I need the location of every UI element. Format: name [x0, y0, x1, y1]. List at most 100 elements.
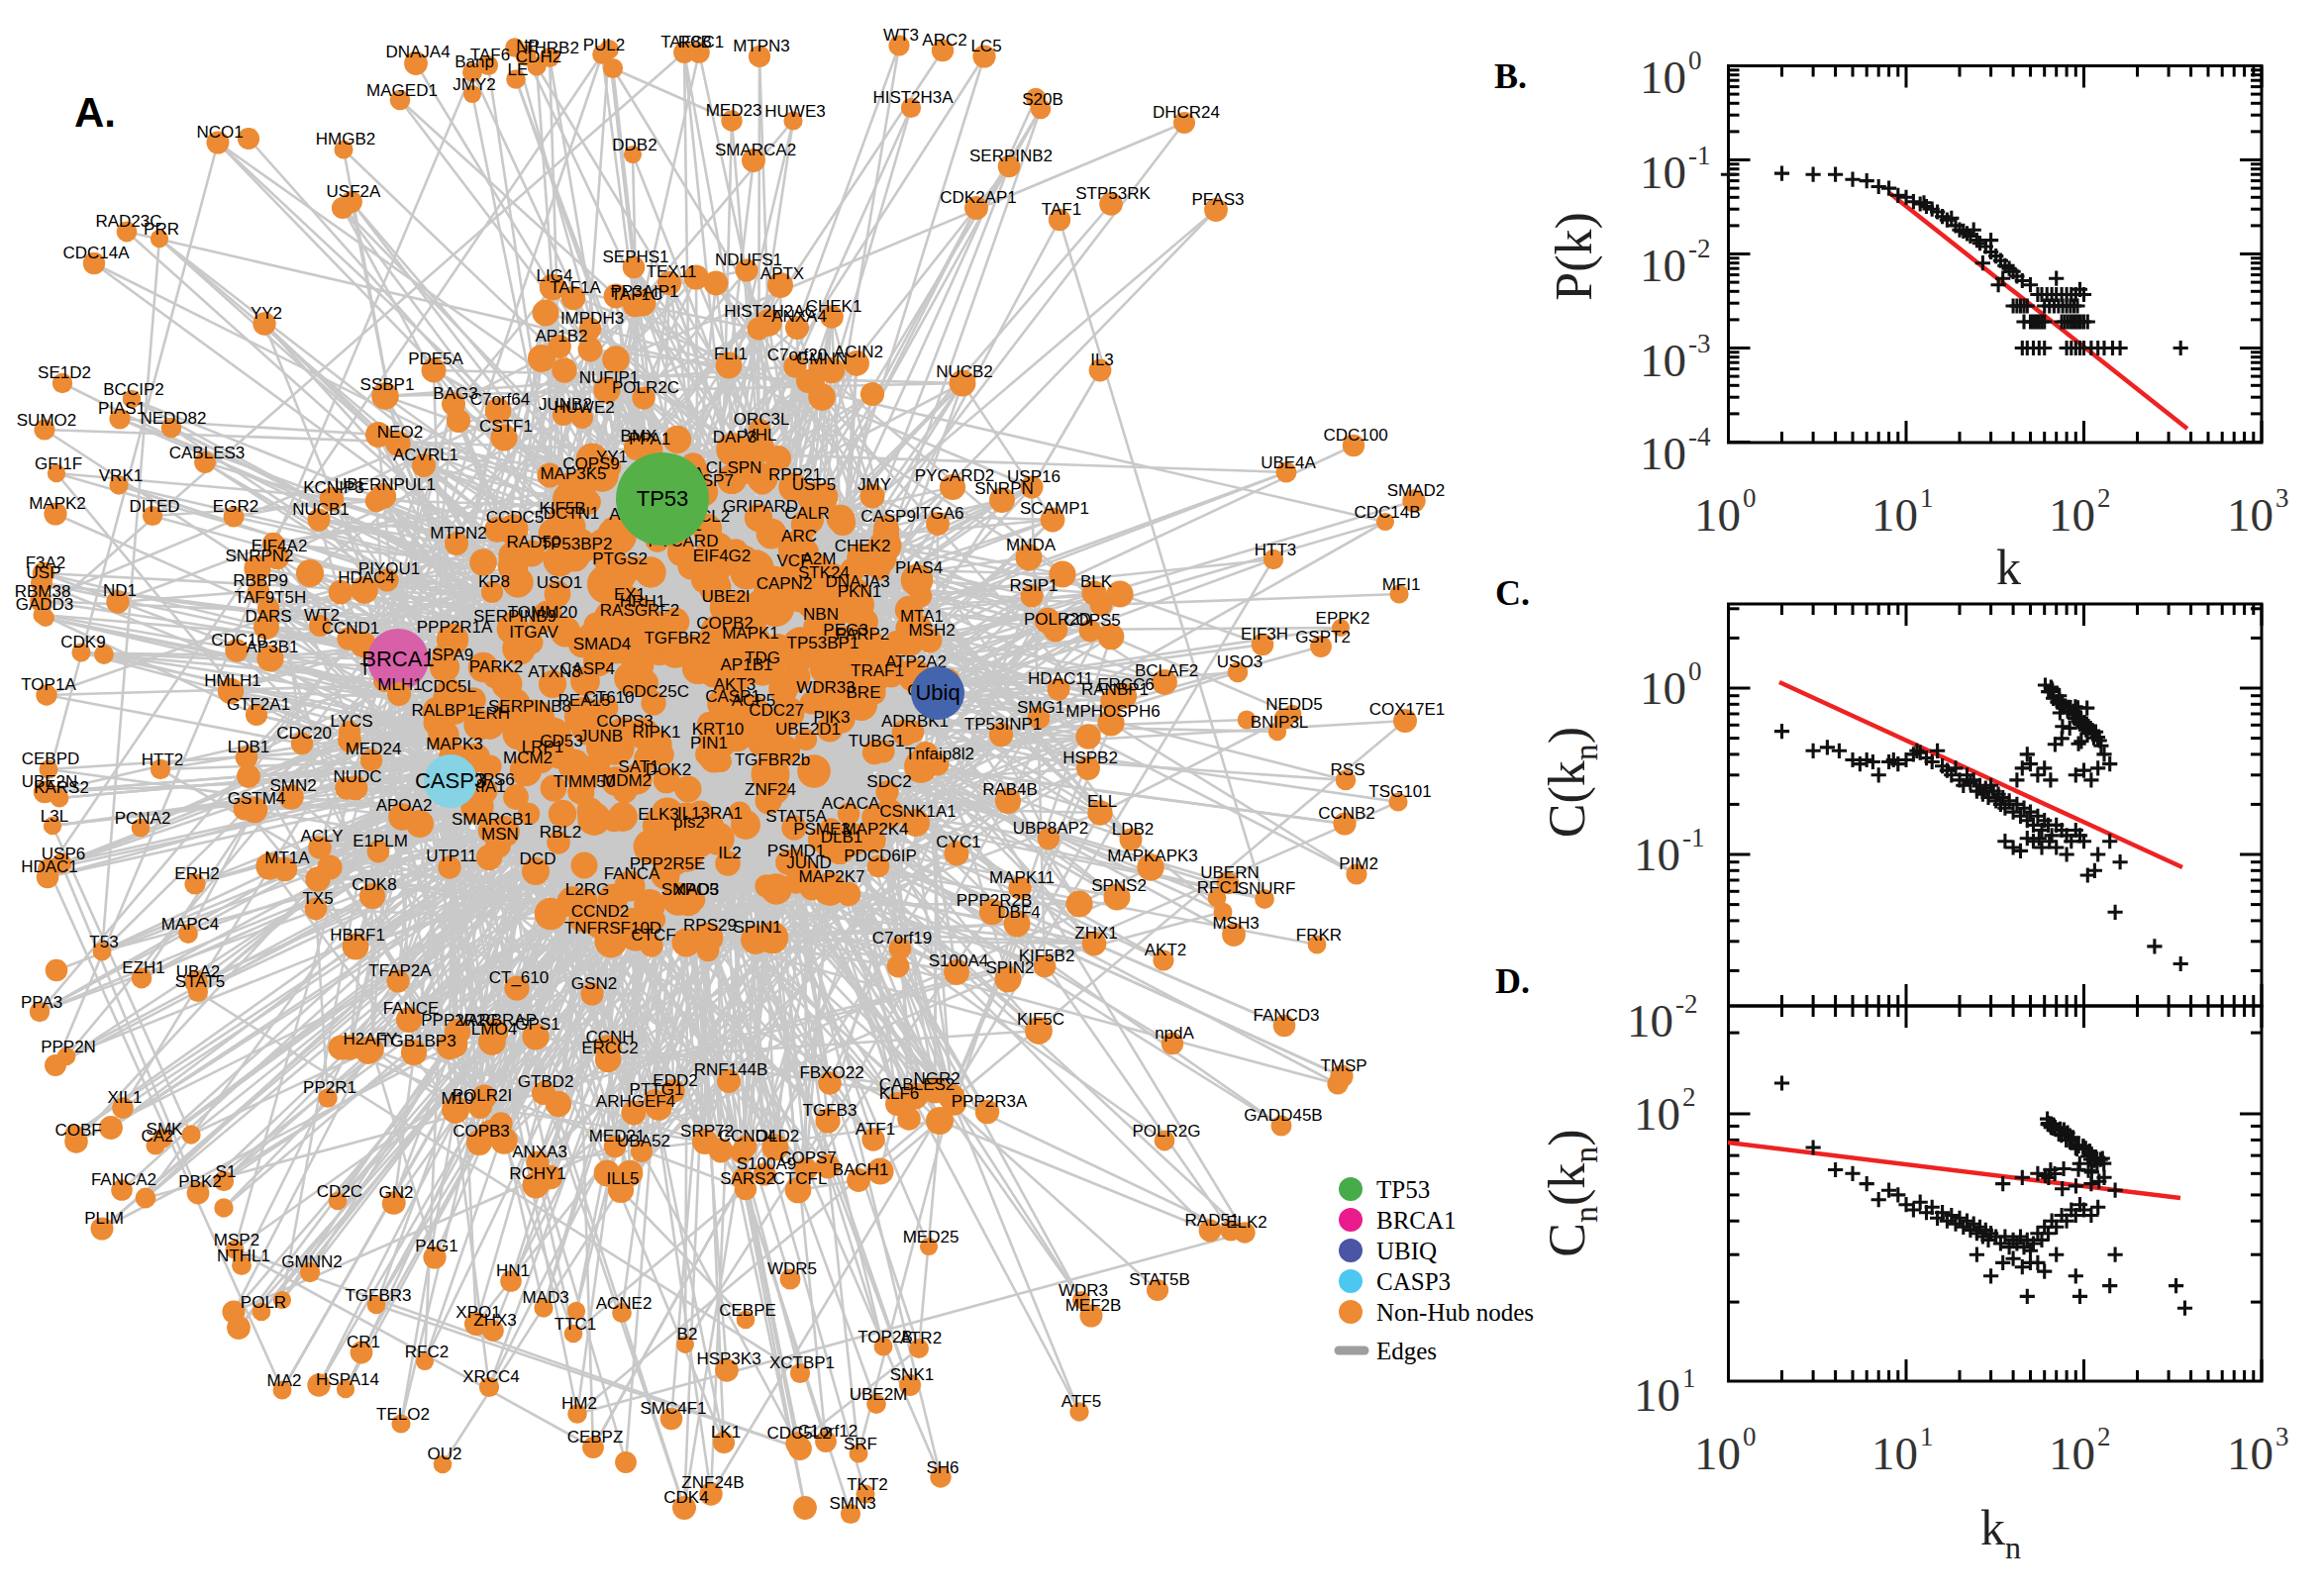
svg-text:LDB1: LDB1 [228, 738, 270, 756]
svg-text:JMY: JMY [858, 475, 891, 494]
svg-text:BACH1: BACH1 [833, 1160, 889, 1179]
svg-text:PYCARD2: PYCARD2 [915, 466, 994, 485]
svg-text:NEDD5: NEDD5 [1265, 695, 1323, 714]
svg-text:CD2C: CD2C [317, 1182, 362, 1201]
svg-text:10: 10 [1640, 335, 1686, 386]
svg-text:XRCC4: XRCC4 [462, 1367, 520, 1386]
svg-text:RSS: RSS [1331, 760, 1365, 779]
svg-text:10: 10 [1640, 240, 1686, 291]
svg-text:SPIN1: SPIN1 [733, 918, 781, 937]
svg-text:MSH3: MSH3 [1212, 914, 1259, 933]
svg-text:NCO1: NCO1 [196, 123, 243, 142]
svg-text:10: 10 [2049, 489, 2095, 541]
svg-text:BCCIP2: BCCIP2 [103, 380, 163, 399]
svg-text:HIST2H3A: HIST2H3A [872, 88, 954, 107]
svg-text:FANCE: FANCE [383, 999, 440, 1018]
svg-text:RAB4B: RAB4B [982, 780, 1038, 799]
svg-text:RAD23C: RAD23C [95, 212, 161, 231]
svg-text:EDD2: EDD2 [653, 1071, 697, 1090]
svg-text:STAT5B: STAT5B [1129, 1270, 1190, 1289]
svg-text:CDK8: CDK8 [352, 875, 396, 894]
svg-text:TKT2: TKT2 [847, 1475, 888, 1494]
svg-text:MED23: MED23 [706, 101, 762, 120]
svg-text:TUBG1: TUBG1 [849, 732, 905, 750]
svg-text:FRKR: FRKR [1296, 926, 1342, 945]
svg-text:CEBPE: CEBPE [719, 1301, 776, 1320]
svg-text:TGFB3: TGFB3 [803, 1101, 858, 1120]
svg-text:APOA2: APOA2 [376, 796, 433, 815]
svg-text:KARS2: KARS2 [34, 778, 89, 797]
svg-text:TFAP2A: TFAP2A [368, 961, 432, 980]
svg-text:HDAC11: HDAC11 [1028, 669, 1093, 688]
svg-text:NEDD82: NEDD82 [140, 409, 206, 428]
svg-text:CCNB2: CCNB2 [1318, 804, 1375, 823]
svg-text:10: 10 [2049, 1428, 2095, 1479]
svg-text:F3A2: F3A2 [26, 553, 66, 572]
svg-text:CDC5L: CDC5L [421, 677, 476, 696]
svg-text:BNIP3L: BNIP3L [1251, 713, 1309, 732]
svg-text:1: 1 [1682, 1363, 1696, 1393]
svg-text:MSP2: MSP2 [214, 1231, 259, 1249]
svg-text:IL13RA1: IL13RA1 [677, 804, 743, 823]
svg-text:ACIN2: ACIN2 [834, 343, 883, 361]
svg-text:TAF9T5H: TAF9T5H [235, 588, 306, 607]
svg-text:CDK2AP1: CDK2AP1 [940, 188, 1016, 207]
svg-text:UBA2: UBA2 [176, 962, 220, 981]
svg-text:UBP8AP2: UBP8AP2 [1013, 819, 1089, 838]
svg-text:COX17E1: COX17E1 [1369, 700, 1446, 719]
svg-text:HIST2H2AC: HIST2H2AC [724, 302, 817, 321]
svg-text:CCDC5: CCDC5 [486, 508, 545, 527]
svg-text:TAF8B: TAF8B [660, 33, 712, 51]
svg-text:ILL5: ILL5 [606, 1169, 639, 1188]
svg-text:NBN: NBN [803, 605, 839, 624]
svg-text:MAPKAPK3: MAPKAPK3 [1107, 847, 1198, 865]
svg-text:k: k [1996, 540, 2021, 595]
svg-text:MAGED1: MAGED1 [366, 81, 438, 100]
svg-text:1: 1 [1920, 483, 1934, 513]
svg-text:TMSP: TMSP [1320, 1056, 1366, 1075]
svg-text:PLIM: PLIM [84, 1209, 124, 1228]
svg-text:CLSPN: CLSPN [706, 458, 762, 477]
svg-text:HTT2: HTT2 [142, 750, 184, 769]
svg-text:UBERNPUL1: UBERNPUL1 [335, 475, 436, 494]
svg-text:DITED: DITED [130, 497, 180, 516]
svg-text:KP8: KP8 [478, 572, 510, 591]
svg-text:HSPB2: HSPB2 [1062, 748, 1118, 767]
svg-text:C(kn): C(kn) [1539, 727, 1604, 838]
svg-text:HSP3K3: HSP3K3 [696, 1349, 760, 1368]
svg-text:0: 0 [1688, 46, 1702, 75]
svg-text:SAT1: SAT1 [618, 757, 658, 776]
svg-text:CDK9: CDK9 [60, 633, 105, 651]
svg-text:CEBPD: CEBPD [22, 749, 80, 768]
svg-text:2: 2 [2097, 483, 2111, 513]
svg-text:SMG1: SMG1 [1017, 698, 1064, 717]
svg-text:UBE2I: UBE2I [701, 587, 750, 606]
svg-text:BRCA1: BRCA1 [1376, 1207, 1457, 1234]
svg-text:ATF5: ATF5 [1061, 1392, 1101, 1411]
svg-text:CDC14A: CDC14A [62, 244, 130, 262]
svg-text:CA2: CA2 [141, 1127, 173, 1146]
svg-text:RAD51: RAD51 [1185, 1211, 1240, 1230]
svg-text:COPS3: COPS3 [596, 712, 654, 731]
svg-text:TOP1A: TOP1A [21, 675, 76, 694]
svg-text:CEBPZ: CEBPZ [567, 1428, 624, 1446]
svg-text:C.: C. [1495, 573, 1530, 613]
svg-text:10: 10 [1871, 489, 1918, 541]
svg-text:SERPINB9: SERPINB9 [473, 607, 556, 626]
svg-text:MAD3: MAD3 [522, 1288, 568, 1307]
svg-text:ZHX1: ZHX1 [1074, 924, 1117, 943]
svg-text:npdA: npdA [1155, 1024, 1194, 1043]
svg-text:EPPK2: EPPK2 [1316, 609, 1370, 628]
svg-text:NUCB2: NUCB2 [936, 362, 993, 381]
svg-text:FBXO22: FBXO22 [799, 1063, 863, 1082]
svg-text:L3L: L3L [41, 807, 68, 826]
svg-text:PIAS4: PIAS4 [895, 558, 943, 577]
svg-text:A.: A. [74, 89, 116, 136]
svg-text:LK1: LK1 [711, 1423, 741, 1442]
svg-text:SNRPN2: SNRPN2 [226, 547, 294, 565]
svg-text:TEX11: TEX11 [647, 262, 697, 281]
svg-text:Edges: Edges [1376, 1338, 1437, 1364]
svg-text:ZHX3: ZHX3 [473, 1311, 516, 1330]
svg-text:ACVRL1: ACVRL1 [393, 446, 458, 464]
svg-text:10: 10 [1634, 1369, 1680, 1421]
